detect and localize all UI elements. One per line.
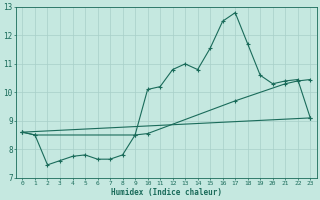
X-axis label: Humidex (Indice chaleur): Humidex (Indice chaleur)	[111, 188, 222, 197]
